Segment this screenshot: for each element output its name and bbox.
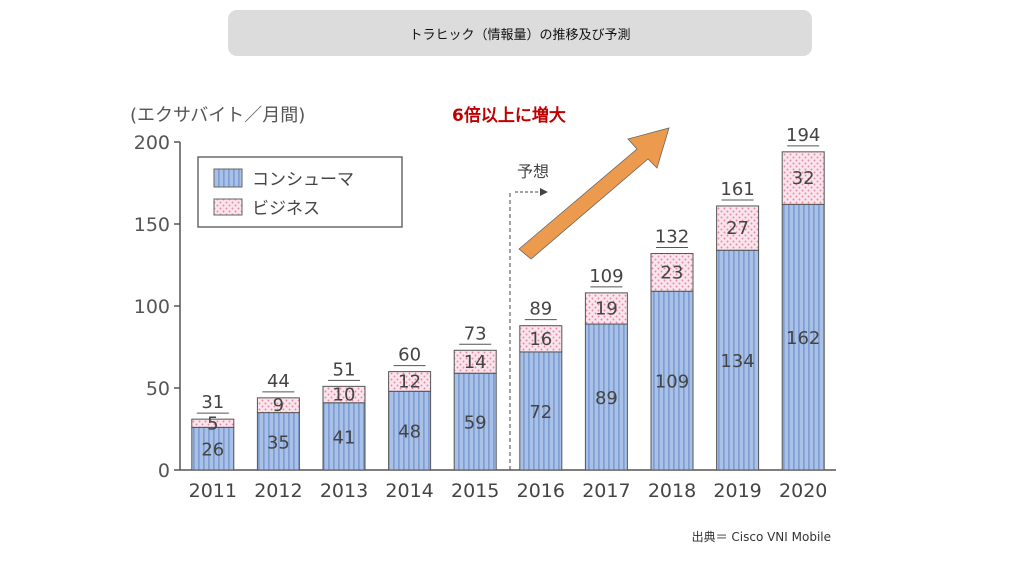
total-label: 89 bbox=[529, 299, 552, 320]
value-label-consumer: 26 bbox=[201, 440, 224, 461]
bar-business-2020 bbox=[781, 151, 825, 205]
bar-consumer-2013 bbox=[322, 402, 366, 471]
x-tick-label: 2014 bbox=[385, 480, 433, 502]
x-tick-label: 2017 bbox=[582, 480, 630, 502]
total-label: 44 bbox=[267, 371, 290, 392]
bar-business-2012 bbox=[256, 397, 300, 414]
bar-consumer-2017 bbox=[584, 323, 628, 471]
x-tick-label: 2015 bbox=[451, 480, 499, 502]
title-banner: トラヒック（情報量）の推移及び予測 bbox=[228, 10, 812, 56]
bar-business-2018 bbox=[650, 253, 694, 292]
forecast-label: 予想 bbox=[517, 162, 549, 181]
x-tick-label: 2013 bbox=[320, 480, 368, 502]
total-label: 60 bbox=[398, 345, 421, 366]
y-axis-title: (エクサバイト／月間) bbox=[130, 105, 305, 126]
bar-consumer-2018 bbox=[650, 290, 694, 471]
x-tick-label: 2012 bbox=[254, 480, 302, 502]
value-label-consumer: 72 bbox=[529, 402, 552, 423]
bar-consumer-2011 bbox=[191, 426, 235, 471]
total-label: 73 bbox=[464, 323, 487, 344]
bar-consumer-2014 bbox=[388, 390, 432, 471]
legend-swatch-business bbox=[213, 198, 243, 216]
value-label-consumer: 162 bbox=[786, 328, 820, 349]
value-label-consumer: 48 bbox=[398, 422, 421, 443]
value-label-business: 32 bbox=[792, 168, 815, 189]
value-label-consumer: 134 bbox=[720, 351, 754, 372]
growth-arrow bbox=[518, 127, 670, 260]
x-tick-label: 2019 bbox=[713, 480, 761, 502]
bar-consumer-2012 bbox=[256, 412, 300, 471]
y-tick-label: 200 bbox=[134, 132, 170, 154]
bar-consumer-2020 bbox=[781, 203, 825, 471]
bar-business-2017 bbox=[584, 292, 628, 325]
value-label-consumer: 109 bbox=[655, 372, 689, 393]
total-label: 161 bbox=[720, 179, 754, 200]
value-label-business: 12 bbox=[398, 371, 421, 392]
x-tick-label: 2020 bbox=[779, 480, 827, 502]
legend-label-business: ビジネス bbox=[252, 199, 320, 219]
total-label: 31 bbox=[201, 392, 224, 413]
value-label-business: 16 bbox=[529, 329, 552, 350]
bar-business-2015 bbox=[453, 349, 497, 374]
value-label-consumer: 41 bbox=[333, 427, 356, 448]
bar-business-2011 bbox=[191, 418, 235, 428]
value-label-business: 5 bbox=[207, 413, 218, 434]
value-label-consumer: 89 bbox=[595, 388, 618, 409]
bar-business-2013 bbox=[322, 385, 366, 404]
forecast-arrow-head bbox=[540, 188, 548, 196]
y-tick-label: 0 bbox=[158, 460, 170, 482]
x-tick-label: 2018 bbox=[648, 480, 696, 502]
source-note: 出典＝ Cisco VNI Mobile bbox=[691, 530, 831, 544]
bar-consumer-2019 bbox=[716, 249, 760, 471]
value-label-business: 14 bbox=[464, 352, 487, 373]
y-tick-label: 150 bbox=[134, 214, 170, 236]
legend-label-consumer: コンシューマ bbox=[252, 170, 354, 190]
bar-business-2016 bbox=[519, 325, 563, 353]
y-tick-label: 50 bbox=[146, 378, 170, 400]
bar-consumer-2016 bbox=[519, 351, 563, 471]
x-tick-label: 2011 bbox=[189, 480, 237, 502]
bar-business-2019 bbox=[716, 205, 760, 251]
legend-swatch-consumer bbox=[213, 168, 243, 188]
value-label-business: 9 bbox=[273, 395, 284, 416]
value-label-business: 10 bbox=[333, 385, 356, 406]
value-label-business: 19 bbox=[595, 298, 618, 319]
value-label-business: 27 bbox=[726, 218, 749, 239]
total-label: 132 bbox=[655, 227, 689, 248]
growth-callout: 6倍以上に増大 bbox=[452, 105, 566, 126]
value-label-business: 23 bbox=[661, 262, 684, 283]
total-label: 109 bbox=[589, 266, 623, 287]
x-tick-label: 2016 bbox=[517, 480, 565, 502]
value-label-consumer: 59 bbox=[464, 413, 487, 434]
legend: コンシューマ ビジネス bbox=[197, 156, 403, 228]
value-label-consumer: 35 bbox=[267, 432, 290, 453]
title-text: トラヒック（情報量）の推移及び予測 bbox=[409, 27, 631, 43]
y-tick-label: 100 bbox=[134, 296, 170, 318]
bar-consumer-2015 bbox=[453, 372, 497, 471]
bar-business-2014 bbox=[388, 371, 432, 392]
total-label: 51 bbox=[333, 359, 356, 380]
total-label: 194 bbox=[786, 125, 820, 146]
